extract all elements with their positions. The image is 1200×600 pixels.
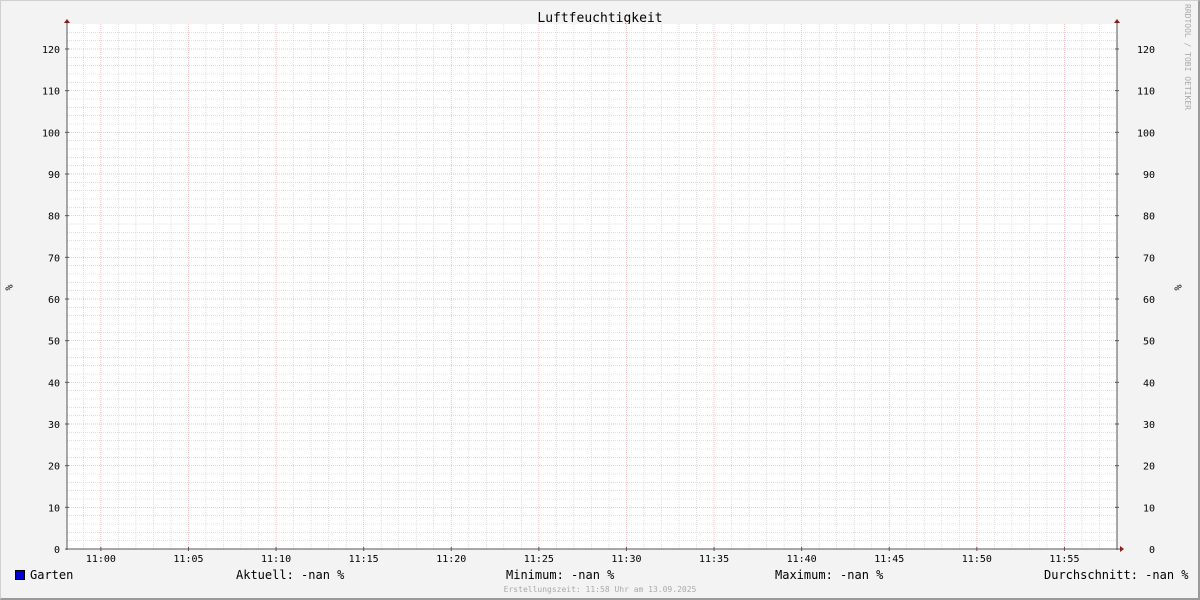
y-tick-label-right: 0 <box>1149 545 1155 556</box>
legend-average: Durchschnitt: -nan % <box>1044 568 1189 582</box>
x-tick-label: 11:45 <box>874 554 904 565</box>
y-tick-label-right: 40 <box>1143 378 1155 389</box>
y-tick-label-right: 60 <box>1143 295 1155 306</box>
x-tick-label: 11:00 <box>86 554 116 565</box>
y-tick-label-left: 10 <box>48 503 60 514</box>
legend-series-name: Garten <box>30 568 74 582</box>
y-axis-arrow-left <box>64 19 70 23</box>
y-tick-label-left: 70 <box>48 253 60 264</box>
y-tick-label-left: 100 <box>42 128 60 139</box>
legend-minimum: Minimum: -nan % <box>506 568 615 582</box>
y-tick-label-right: 110 <box>1137 87 1155 98</box>
x-tick-label: 11:05 <box>173 554 203 565</box>
x-tick-label: 11:15 <box>349 554 379 565</box>
y-tick-label-right: 70 <box>1143 253 1155 264</box>
y-tick-label-left: 30 <box>48 420 60 431</box>
y-tick-label-right: 90 <box>1143 170 1155 181</box>
x-tick-label: 11:40 <box>787 554 817 565</box>
y-tick-label-right: 80 <box>1143 212 1155 223</box>
y-tick-label-left: 120 <box>42 45 60 56</box>
y-tick-label-left: 20 <box>48 462 60 473</box>
x-tick-label: 11:20 <box>436 554 466 565</box>
x-tick-label: 11:55 <box>1049 554 1079 565</box>
y-tick-label-left: 50 <box>48 337 60 348</box>
watermark: RRDTOOL / TOBI OETIKER <box>1183 4 1192 110</box>
y-tick-label-right: 10 <box>1143 503 1155 514</box>
y-tick-label-left: 60 <box>48 295 60 306</box>
y-tick-label-left: 110 <box>42 87 60 98</box>
x-tick-label: 11:35 <box>699 554 729 565</box>
y-axis-arrow-right <box>1114 19 1120 23</box>
x-tick-label: 11:25 <box>524 554 554 565</box>
x-tick-label: 11:10 <box>261 554 291 565</box>
y-tick-label-right: 30 <box>1143 420 1155 431</box>
creation-time: Erstellungszeit: 11:58 Uhr am 13.09.2025 <box>503 585 697 594</box>
x-tick-label: 11:30 <box>611 554 641 565</box>
x-tick-label: 11:50 <box>962 554 992 565</box>
x-axis-arrow <box>1120 546 1124 552</box>
y-tick-label-right: 20 <box>1143 462 1155 473</box>
y-tick-label-left: 90 <box>48 170 60 181</box>
y-tick-label-left: 0 <box>54 545 60 556</box>
legend-swatch-garten <box>15 570 25 580</box>
legend-maximum: Maximum: -nan % <box>775 568 884 582</box>
y-tick-label-right: 50 <box>1143 337 1155 348</box>
y-tick-label-right: 120 <box>1137 45 1155 56</box>
legend-current: Aktuell: -nan % <box>236 568 345 582</box>
y-tick-label-right: 100 <box>1137 128 1155 139</box>
y-tick-label-left: 40 <box>48 378 60 389</box>
y-tick-label-left: 80 <box>48 212 60 223</box>
chart-title: Luftfeuchtigkeit <box>537 11 663 26</box>
